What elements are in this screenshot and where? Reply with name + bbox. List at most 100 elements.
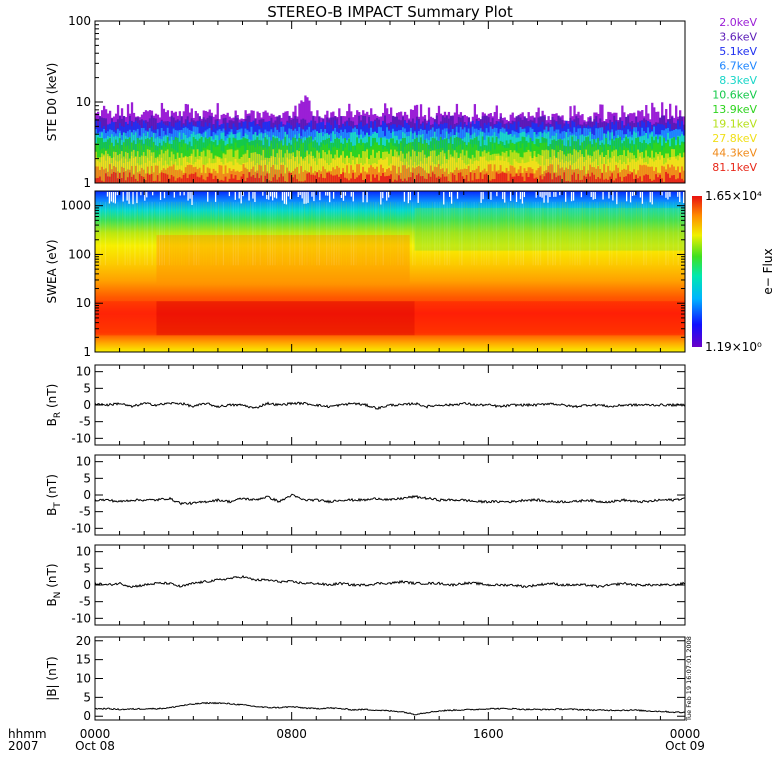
swea-stripe — [377, 201, 379, 266]
swea-y-axis-label: SWEA (eV) — [45, 239, 59, 303]
ste-bar-81.1keV — [288, 172, 291, 183]
ste-bar-44.3keV — [252, 166, 255, 183]
ste-bar-44.3keV — [338, 167, 341, 183]
ste-bar-44.3keV — [477, 165, 480, 183]
ste-bar-27.8keV — [479, 157, 482, 183]
swea-stripe — [340, 201, 343, 266]
swea-stripe — [488, 201, 490, 266]
swea-stripe — [321, 201, 323, 266]
ste-legend-10.6keV: 10.6keV — [712, 89, 757, 102]
x-tick-label-date: Oct 08 — [75, 739, 115, 753]
swea-stripe — [562, 201, 564, 266]
swea-stripe — [458, 201, 461, 266]
swea-gap — [639, 192, 642, 198]
swea-gap — [443, 192, 445, 205]
swea-stripe — [503, 201, 505, 266]
swea-gap — [191, 192, 193, 205]
ste-bar-81.1keV — [391, 181, 395, 183]
ste-bar-81.1keV — [417, 173, 421, 183]
ste-bar-81.1keV — [188, 174, 191, 183]
ste-bar-81.1keV — [378, 180, 381, 183]
swea-stripe — [608, 201, 610, 266]
ste-bar-81.1keV — [645, 174, 648, 183]
ste-bar-81.1keV — [597, 177, 600, 183]
swea-stripe — [289, 201, 291, 266]
ste-bar-81.1keV — [445, 176, 449, 183]
swea-gap — [207, 192, 209, 202]
swea-stripe — [439, 201, 441, 266]
ste-bar-81.1keV — [104, 173, 108, 183]
swea-gap — [327, 192, 329, 196]
ste-bar-81.1keV — [192, 173, 195, 183]
swea-stripe — [296, 201, 298, 266]
ste-bar-44.3keV — [643, 164, 646, 183]
swea-stripe — [190, 201, 193, 266]
ste-bar-81.1keV — [360, 173, 363, 183]
ste-bar-44.3keV — [232, 169, 235, 183]
ste-bar-81.1keV — [559, 175, 562, 183]
swea-gap — [382, 192, 384, 199]
swea-stripe — [640, 201, 642, 266]
ste-bar-44.3keV — [358, 164, 361, 183]
swea-stripe — [385, 201, 387, 266]
ste-bar-44.3keV — [238, 172, 241, 183]
ste-bar-81.1keV — [176, 178, 180, 183]
ste-bar-44.3keV — [262, 171, 265, 183]
ste-bar-44.3keV — [276, 169, 279, 183]
ste-bar-81.1keV — [451, 173, 455, 183]
ste-bar-44.3keV — [144, 173, 148, 183]
b-y-tick-label: 5 — [83, 690, 91, 704]
ste-bar-44.3keV — [216, 173, 219, 183]
swea-stripe — [338, 201, 340, 266]
swea-stripe — [95, 201, 97, 266]
bt-y-tick-label: 5 — [83, 471, 91, 485]
ste-bar-81.1keV — [513, 176, 516, 183]
swea-gap — [189, 192, 191, 199]
ste-bar-81.1keV — [425, 179, 429, 183]
ste-bar-81.1keV — [126, 177, 130, 183]
ste-bar-44.3keV — [391, 165, 395, 183]
swea-stripe — [303, 201, 306, 266]
ste-bar-27.8keV — [659, 159, 662, 183]
ste-bar-44.3keV — [292, 171, 295, 183]
swea-stripe — [109, 201, 111, 266]
swea-gap — [287, 192, 290, 197]
ste-bar-81.1keV — [399, 178, 403, 183]
ste-bar-44.3keV — [621, 169, 624, 183]
ste-bar-44.3keV — [403, 165, 407, 183]
ste-bar-81.1keV — [571, 174, 574, 183]
swea-gap — [449, 192, 451, 197]
ste-bar-44.3keV — [397, 166, 401, 183]
ste-bar-81.1keV — [368, 174, 371, 183]
swea-stripe — [208, 201, 210, 266]
swea-stripe — [97, 201, 99, 266]
ste-bar-81.1keV — [627, 173, 630, 183]
swea-stripe — [559, 201, 561, 266]
ste-bar-81.1keV — [342, 172, 345, 183]
ste-bar-27.8keV — [226, 162, 229, 183]
ste-bar-81.1keV — [200, 175, 203, 183]
b-y-tick-label: 15 — [76, 653, 91, 667]
ste-bar-81.1keV — [663, 181, 666, 183]
ste-bar-81.1keV — [641, 181, 644, 183]
ste-bar-81.1keV — [591, 172, 594, 183]
ste-bar-81.1keV — [218, 180, 221, 183]
ste-bar-81.1keV — [138, 173, 142, 183]
ste-bar-81.1keV — [465, 175, 469, 183]
swea-stripe — [286, 201, 288, 266]
ste-bar-44.3keV — [487, 164, 490, 183]
ste-bar-81.1keV — [284, 181, 287, 183]
ste-bar-44.3keV — [270, 166, 273, 183]
ste-bar-81.1keV — [573, 172, 576, 183]
ste-bar-44.3keV — [569, 165, 572, 183]
ste-bar-44.3keV — [284, 173, 287, 183]
swea-stripe — [399, 201, 402, 266]
ste-bar-44.3keV — [380, 164, 383, 183]
swea-gap — [572, 192, 575, 201]
ste-bar-81.1keV — [204, 180, 207, 183]
swea-stripe — [181, 201, 183, 266]
swea-stripe — [146, 201, 148, 266]
ste-bar-81.1keV — [449, 181, 453, 183]
br-y-axis-label: BR (nT) — [45, 384, 63, 427]
ste-y-tick-label: 1 — [83, 176, 91, 190]
